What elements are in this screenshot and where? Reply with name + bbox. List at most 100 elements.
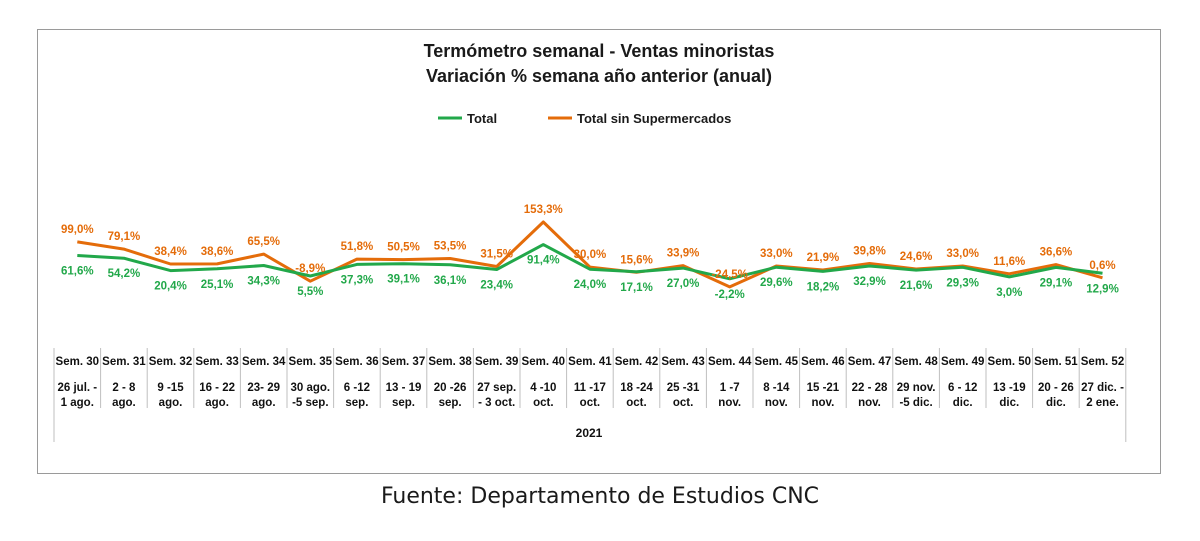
data-label-sin-super: 31,5% bbox=[480, 249, 513, 261]
data-label-total: 3,0% bbox=[996, 287, 1022, 299]
data-label-sin-super: 39,8% bbox=[853, 245, 886, 257]
data-label-sin-super: 53,5% bbox=[434, 240, 467, 252]
chart-title: Termómetro semanal - Ventas minoristas bbox=[424, 41, 775, 61]
data-label-sin-super: 50,5% bbox=[387, 242, 420, 254]
tick-label-week: Sem. 50 bbox=[988, 356, 1031, 368]
tick-label-week: Sem. 47 bbox=[848, 356, 891, 368]
data-label-sin-super: 99,0% bbox=[61, 224, 94, 236]
tick-label-range: 1 -7 bbox=[720, 382, 740, 394]
data-label-total: 27,0% bbox=[667, 278, 700, 290]
tick-label-week: Sem. 34 bbox=[242, 356, 286, 368]
tick-label-range: oct. bbox=[626, 397, 646, 409]
category-axis: Sem. 30 26 jul. - 1 ago. Sem. 31 2 - 8 ago. Se… bbox=[53, 348, 1127, 442]
tick-label-range: 25 -31 bbox=[667, 382, 700, 394]
data-label-sin-super: -8,9% bbox=[295, 263, 325, 275]
tick-label-range: 27 sep. bbox=[477, 382, 516, 394]
data-label-sin-super: 79,1% bbox=[108, 231, 141, 243]
data-label-total: 17,1% bbox=[620, 282, 653, 294]
tick-label-week: Sem. 31 bbox=[102, 356, 146, 368]
plot-area: 61,6% 54,2% 20,4% 25,1% 34,3% 5,5% 37,3% 39,1% 3… bbox=[61, 204, 1119, 301]
tick-label-range: 2 - 8 bbox=[112, 382, 136, 394]
tick-label-range: 26 jul. - bbox=[57, 382, 97, 394]
tick-label-range: 6 - 12 bbox=[948, 382, 977, 394]
tick-label-week: Sem. 38 bbox=[428, 356, 472, 368]
chart-frame: Termómetro semanal - Ventas minoristas V… bbox=[37, 29, 1161, 474]
tick-label-range: 15 -21 bbox=[807, 382, 840, 394]
tick-label-range: 9 -15 bbox=[157, 382, 184, 394]
tick-label-week: Sem. 41 bbox=[568, 356, 612, 368]
data-label-sin-super: 65,5% bbox=[247, 236, 280, 248]
series-line-total bbox=[77, 243, 1103, 281]
data-label-total: 29,1% bbox=[1040, 277, 1073, 289]
data-label-sin-super: -24,5% bbox=[711, 269, 747, 281]
tick-label-range: 13 - 19 bbox=[386, 382, 422, 394]
tick-label-week: Sem. 43 bbox=[661, 356, 704, 368]
data-label-total: 18,2% bbox=[807, 281, 840, 293]
data-label-sin-super: 15,6% bbox=[620, 254, 653, 266]
tick-label-range: 1 ago. bbox=[61, 397, 94, 409]
data-label-total: 29,6% bbox=[760, 277, 793, 289]
tick-label-week: Sem. 37 bbox=[382, 356, 425, 368]
data-label-sin-super: 33,9% bbox=[667, 248, 700, 260]
tick-label-week: Sem. 48 bbox=[894, 356, 938, 368]
tick-label-range: -5 sep. bbox=[292, 397, 328, 409]
tick-label-range: nov. bbox=[812, 397, 835, 409]
data-label-sin-super: 38,6% bbox=[201, 246, 234, 258]
data-label-total: 23,4% bbox=[480, 279, 513, 291]
tick-label-week: Sem. 36 bbox=[335, 356, 378, 368]
data-label-total: 21,6% bbox=[900, 280, 933, 292]
tick-label-range: sep. bbox=[345, 397, 368, 409]
tick-label-range: ago. bbox=[205, 397, 229, 409]
tick-label-range: 20 -26 bbox=[434, 382, 467, 394]
source-note: Fuente: Departamento de Estudios CNC bbox=[380, 484, 820, 509]
data-label-sin-super: 0,6% bbox=[1089, 260, 1115, 272]
tick-label-range: dic. bbox=[953, 397, 973, 409]
legend: Total Total sin Supermercados bbox=[438, 111, 731, 126]
tick-label-range: - 3 oct. bbox=[478, 397, 515, 409]
data-label-total: 24,0% bbox=[574, 279, 607, 291]
tick-label-week: Sem. 40 bbox=[522, 356, 565, 368]
tick-label-range: 23- 29 bbox=[247, 382, 280, 394]
data-label-total: 36,1% bbox=[434, 275, 467, 287]
tick-label-range: 4 -10 bbox=[530, 382, 556, 394]
data-label-sin-super: 24,6% bbox=[900, 251, 933, 263]
tick-label-range: dic. bbox=[1046, 397, 1066, 409]
tick-label-range: 8 -14 bbox=[763, 382, 790, 394]
data-label-total: 54,2% bbox=[108, 268, 141, 280]
data-label-sin-super: 30,0% bbox=[574, 249, 607, 261]
data-label-total: 12,9% bbox=[1086, 283, 1119, 295]
data-label-total: 37,3% bbox=[341, 274, 374, 286]
tick-label-week: Sem. 49 bbox=[941, 356, 984, 368]
data-label-total: 5,5% bbox=[297, 286, 323, 298]
tick-label-week: Sem. 44 bbox=[708, 356, 752, 368]
data-label-total: 34,3% bbox=[247, 275, 280, 287]
tick-label-range: 11 -17 bbox=[574, 382, 606, 394]
data-label-sin-super: 51,8% bbox=[341, 241, 374, 253]
data-label-total: -2,2% bbox=[715, 289, 745, 301]
data-label-total: 91,4% bbox=[527, 255, 560, 267]
tick-label-range: 2 ene. bbox=[1086, 397, 1119, 409]
data-label-sin-super: 33,0% bbox=[760, 248, 793, 260]
data-label-sin-super: 33,0% bbox=[946, 248, 979, 260]
tick-label-range: 18 -24 bbox=[620, 382, 653, 394]
tick-label-week: Sem. 45 bbox=[755, 356, 799, 368]
tick-label-range: -5 dic. bbox=[899, 397, 932, 409]
tick-label-week: Sem. 46 bbox=[801, 356, 844, 368]
data-label-sin-super: 38,4% bbox=[154, 246, 187, 258]
tick-label-week: Sem. 35 bbox=[289, 356, 333, 368]
tick-label-range: 20 - 26 bbox=[1038, 382, 1074, 394]
legend-label-total: Total bbox=[467, 111, 497, 126]
tick-label-range: 30 ago. bbox=[290, 382, 330, 394]
tick-label-range: nov. bbox=[858, 397, 881, 409]
data-label-sin-super: 153,3% bbox=[524, 204, 563, 216]
tick-label-week: Sem. 39 bbox=[475, 356, 518, 368]
tick-label-range: 6 -12 bbox=[344, 382, 370, 394]
data-label-total: 39,1% bbox=[387, 274, 420, 286]
data-label-sin-super: 21,9% bbox=[807, 252, 840, 264]
tick-label-range: oct. bbox=[533, 397, 553, 409]
tick-label-range: nov. bbox=[718, 397, 741, 409]
tick-label-week: Sem. 30 bbox=[56, 356, 99, 368]
tick-label-week: Sem. 42 bbox=[615, 356, 658, 368]
data-label-total: 29,3% bbox=[946, 277, 979, 289]
tick-label-range: ago. bbox=[112, 397, 136, 409]
